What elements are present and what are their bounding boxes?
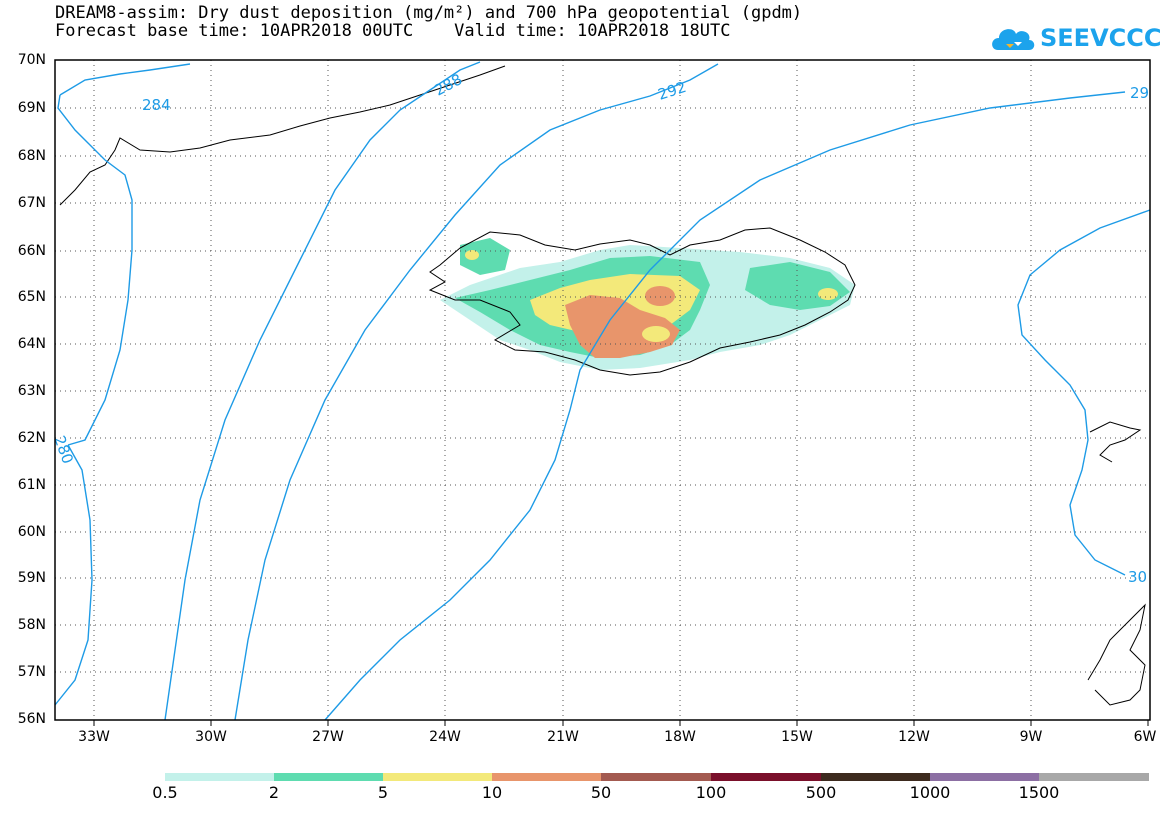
graticule: [55, 60, 1150, 720]
colorbar-label: 5: [377, 783, 389, 802]
lat-label: 56N: [17, 711, 46, 727]
contour-label-292: 292: [656, 78, 689, 104]
lon-label: 24W: [429, 729, 461, 745]
colorbar: [165, 773, 1149, 781]
contour-label-29: 29: [1130, 84, 1149, 102]
coastlines: [59, 65, 1146, 706]
lon-label: 12W: [898, 729, 930, 745]
colorbar-label: 100: [695, 783, 727, 802]
colorbar-swatch: [711, 773, 821, 781]
logo-text: SEEVCCC: [1040, 24, 1162, 52]
map-frame: [54, 59, 1151, 721]
colorbar-label: 50: [590, 783, 612, 802]
lat-label: 61N: [17, 477, 46, 493]
dust-field: [440, 238, 855, 370]
lat-label: 70N: [17, 52, 46, 68]
lon-label: 33W: [78, 729, 110, 745]
colorbar-label: 1500: [1018, 783, 1060, 802]
colorbar-label: 500: [805, 783, 837, 802]
contour-label-30: 30: [1128, 568, 1147, 586]
lat-label: 66N: [17, 243, 46, 259]
cloud-logo-icon: [992, 29, 1035, 50]
lat-label: 62N: [17, 430, 46, 446]
lon-label: 9W: [1019, 729, 1043, 745]
colorbar-label: 1000: [909, 783, 951, 802]
lat-label: 58N: [17, 617, 46, 633]
colorbar-swatch: [821, 773, 930, 781]
lat-label: 63N: [17, 383, 46, 399]
colorbar-swatch: [492, 773, 601, 781]
colorbar-swatch: [383, 773, 492, 781]
colorbar-label: 2: [268, 783, 280, 802]
lon-label: 27W: [312, 729, 344, 745]
lon-label: 6W: [1133, 729, 1157, 745]
lat-label: 60N: [17, 524, 46, 540]
lon-label: 30W: [195, 729, 227, 745]
map-title: DREAM8-assim: Dry dust deposition (mg/m²…: [55, 3, 803, 23]
geopotential-contours: [54, 61, 1151, 721]
lat-label: 64N: [17, 336, 46, 352]
lat-label: 69N: [17, 100, 46, 116]
colorbar-label: 10: [481, 783, 503, 802]
map-subtitle: Forecast base time: 10APR2018 00UTC Vali…: [55, 21, 731, 41]
colorbar-swatch: [274, 773, 383, 781]
contour-label-284: 284: [142, 96, 171, 114]
colorbar-swatch: [930, 773, 1039, 781]
seevccc-logo: SEEVCCC: [988, 20, 1162, 60]
contour-label-288: 288: [431, 70, 465, 99]
contour-label-280: 280: [50, 433, 77, 466]
lat-label: 67N: [17, 195, 46, 211]
lat-label: 65N: [17, 289, 46, 305]
lat-label: 68N: [17, 148, 46, 164]
lat-label: 59N: [17, 570, 46, 586]
colorbar-swatch: [1039, 773, 1149, 781]
lon-label: 18W: [664, 729, 696, 745]
lon-label: 21W: [547, 729, 579, 745]
colorbar-swatch: [601, 773, 711, 781]
colorbar-swatch: [165, 773, 274, 781]
colorbar-label: 0.5: [152, 783, 178, 802]
axis-ticks: [93, 720, 1149, 726]
lon-label: 15W: [781, 729, 813, 745]
lat-label: 57N: [17, 664, 46, 680]
